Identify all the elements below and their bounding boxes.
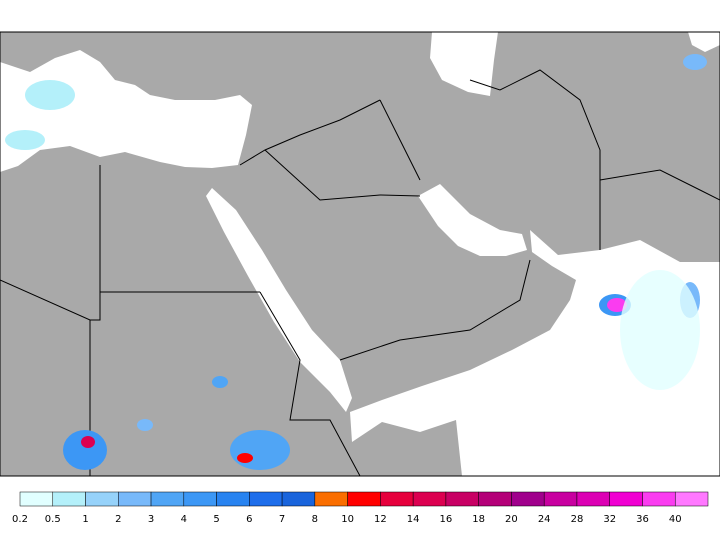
rain-area (683, 54, 707, 70)
legend-swatch (674, 491, 709, 507)
legend-swatch (281, 491, 316, 507)
legend-swatch (314, 491, 348, 507)
legend-label: 28 (571, 514, 584, 525)
legend-swatch (347, 491, 381, 507)
legend-label: 4 (181, 514, 187, 525)
border (379, 99, 421, 181)
legend-label: 18 (472, 514, 485, 525)
border (0, 165, 101, 321)
rain-area (81, 436, 95, 448)
caspian-sea (688, 32, 720, 52)
persian-gulf (418, 184, 527, 256)
legend-swatch (85, 491, 119, 507)
legend-label: 1 (82, 514, 88, 525)
legend-swatch (511, 491, 545, 507)
legend-label: 12 (374, 514, 387, 525)
legend-label: 16 (440, 514, 453, 525)
legend-swatch (642, 491, 676, 507)
legend-label: 32 (603, 514, 616, 525)
legend-swatch (183, 491, 217, 507)
legend-label: 8 (312, 514, 318, 525)
border (469, 69, 601, 250)
legend-swatch (150, 491, 185, 507)
legend-label: 20 (505, 514, 518, 525)
rain-area (237, 453, 253, 463)
border (599, 169, 720, 201)
legend-label: 10 (341, 514, 354, 525)
black-sea (430, 32, 498, 96)
rain-area (63, 430, 107, 470)
legend-swatch (19, 491, 54, 507)
legend-swatch (576, 491, 610, 507)
legend-swatch (380, 491, 414, 507)
mediterranean-sea (0, 50, 252, 172)
legend-label: 0.5 (45, 514, 61, 525)
legend-swatch (249, 491, 283, 507)
legend-label: 40 (669, 514, 682, 525)
color-legend: 0.2 0.5 1 2 3 4 5 6 7 8 10 12 14 16 18 20 24 28 32 36 40 (12, 491, 709, 525)
legend-swatch (412, 491, 447, 507)
legend-label: 36 (636, 514, 649, 525)
legend-swatch (478, 491, 512, 507)
rain-area (230, 430, 290, 470)
legend-label: 3 (148, 514, 154, 525)
legend-label: 0.2 (12, 514, 28, 525)
map-frame (0, 31, 720, 477)
legend-label: 2 (115, 514, 121, 525)
red-sea (206, 188, 352, 412)
legend-label: 6 (246, 514, 252, 525)
legend-label: 7 (279, 514, 285, 525)
map (0, 31, 720, 477)
legend-swatch (609, 491, 643, 507)
rain-area (5, 130, 45, 150)
precipitation (5, 54, 707, 470)
water (0, 32, 720, 476)
rain-area (25, 80, 75, 110)
rain-area (212, 376, 228, 388)
rain-area (607, 298, 627, 312)
rain-area (137, 419, 153, 431)
legend-swatch (445, 491, 479, 507)
rain-area (620, 270, 700, 390)
border (259, 291, 361, 477)
border (239, 99, 381, 166)
border (339, 259, 531, 361)
legend-swatch (118, 491, 152, 507)
legend-label: 24 (538, 514, 551, 525)
legend-swatch (52, 491, 86, 507)
legend-swatch (543, 491, 578, 507)
legend-label: 5 (213, 514, 219, 525)
arabian-sea (350, 230, 720, 476)
legend-label: 14 (407, 514, 420, 525)
legend-swatch (216, 491, 250, 507)
border (264, 149, 421, 201)
